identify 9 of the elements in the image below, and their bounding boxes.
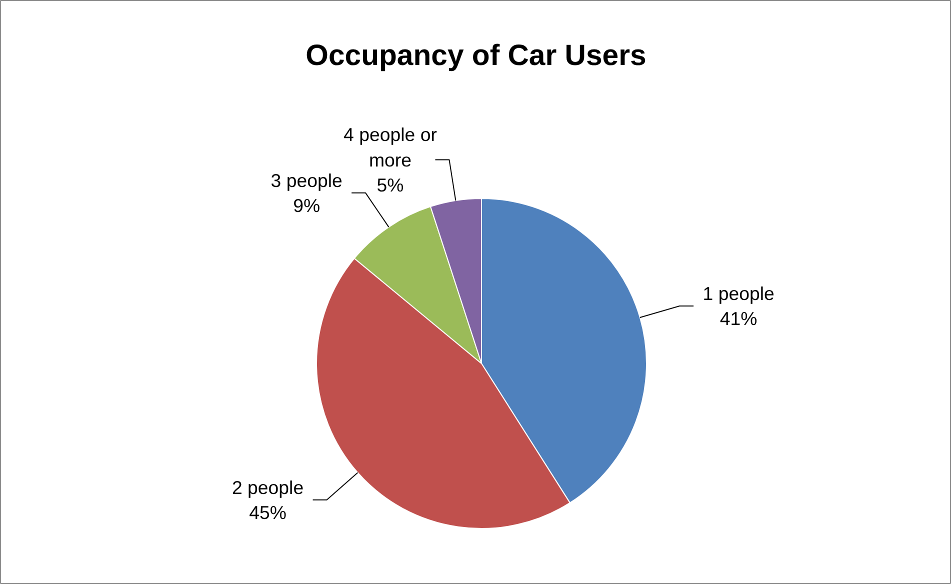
data-label: 5% bbox=[376, 174, 404, 196]
slice-label: 4 people or more bbox=[344, 124, 437, 170]
data-label: 41% bbox=[720, 308, 758, 330]
slice-label: 3 people bbox=[270, 170, 342, 191]
data-label: 45% bbox=[249, 502, 286, 523]
slice-label: 2 people bbox=[232, 476, 304, 498]
data-label: 9% bbox=[293, 195, 320, 216]
slice-label: 1 people bbox=[702, 282, 774, 304]
chart-title: Occupancy of Car Users bbox=[306, 39, 646, 72]
